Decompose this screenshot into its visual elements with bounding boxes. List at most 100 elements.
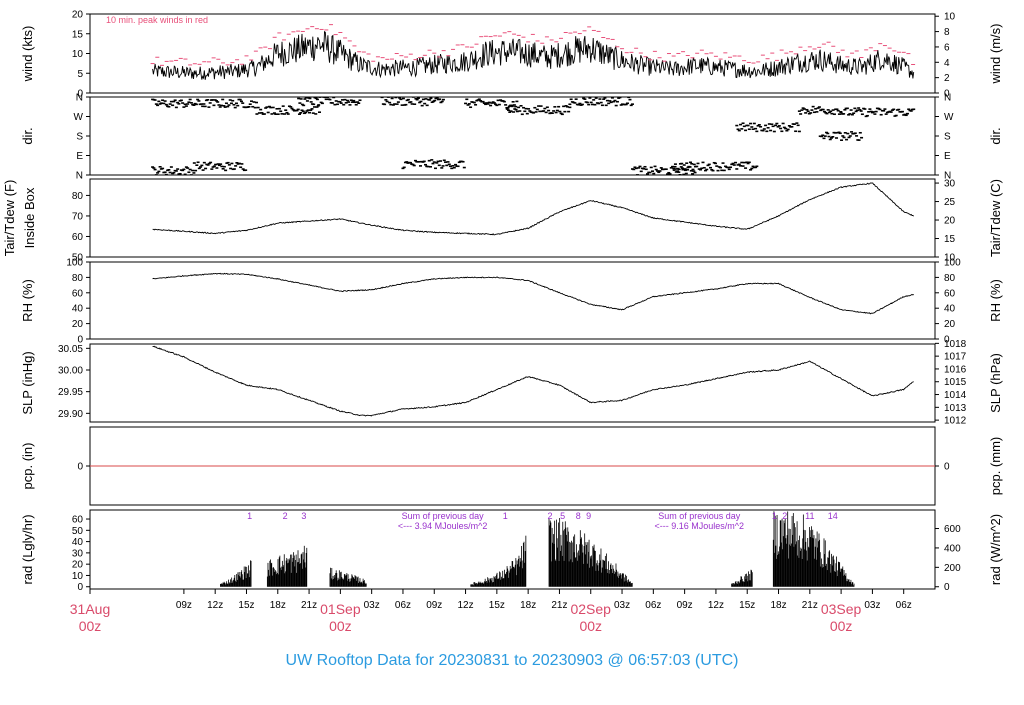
time-tick-label: 15z [238,600,254,611]
right-tick-label: 200 [944,563,961,574]
time-tick-label: 21z [802,600,818,611]
right-tick-label: 0 [944,582,950,593]
ylabel-left: pcp. (in) [20,443,35,490]
time-tick-label: 06z [896,600,912,611]
time-tick-label: 09z [677,600,693,611]
day-zulu-label: 00z [329,618,352,634]
ylabel-left: wind (kts) [20,26,35,83]
time-tick-label: 21z [551,600,567,611]
right-tick-label: 100 [944,258,961,269]
left-tick-label: 60 [72,232,84,243]
left-tick-label: 80 [72,273,84,284]
left-tick-label: 70 [72,211,84,222]
wind-annotation: 10 min. peak winds in red [106,15,208,25]
slp-line [152,345,914,417]
left-tick-label: 10 [72,571,84,582]
left-tick-label: 20 [72,560,84,571]
time-tick-label: 03z [364,600,380,611]
left-tick-label: 20 [72,319,84,330]
time-tick-label: 03z [864,600,880,611]
rad-hour-marker: 1 [503,511,508,521]
left-tick-label: 50 [72,253,84,264]
ylabel-left: rad (Lgly/hr) [20,514,35,584]
plot-area-wind [150,24,916,80]
right-tick-label: E [944,151,951,162]
panel-pcp: 0 0 pcp. (in) pcp. (mm) [20,426,1003,506]
day-zulu-label: 00z [830,618,853,634]
right-tick-label: 0 [944,89,950,100]
ylabel-right: rad (W/m^2) [988,514,1003,585]
wind-speed-line [152,30,915,80]
ylabel-left: dir. [20,127,35,144]
rad-hour-marker: 2 [283,511,288,521]
right-tick-label: 1012 [944,416,967,427]
rad-hour-marker: 1 [772,511,777,521]
left-tick-label: 100 [66,258,83,269]
rad-hour-marker: 1 [247,511,252,521]
rad-hour-marker: 2 [548,511,553,521]
day-date-label: 01Sep [320,601,361,617]
left-tick-label: 40 [72,304,84,315]
rad-hour-marker: 3 [301,511,306,521]
time-tick-label: 09z [176,600,192,611]
panel-rh: 0 20 40 60 80 100 0 20 40 60 80 100 RH (%) RH (%) [20,258,1003,346]
rad-hour-marker: 8 [576,511,581,521]
left-tick-label: W [74,112,84,123]
day-date-label: 03Sep [821,601,862,617]
ylabel-right: Tair/Tdew (C) [988,179,1003,257]
left-tick-label: 30.00 [58,366,83,377]
left-tick-label: 5 [77,69,83,80]
left-tick-label: N [76,171,83,182]
time-tick-label: 18z [520,600,536,611]
right-tick-label: 1017 [944,352,967,363]
ylabel-right: SLP (hPa) [988,353,1003,413]
right-tick-label: W [944,112,954,123]
ylabel-right: wind (m/s) [988,24,1003,85]
time-tick-label: 12z [207,600,223,611]
ylabel-right: dir. [988,127,1003,144]
ylabel-left: RH (%) [20,279,35,322]
right-tick-label: 40 [944,304,956,315]
left-tick-label: 29.90 [58,409,83,420]
right-tick-label: 25 [944,197,956,208]
right-tick-label: 1014 [944,390,967,401]
day-zulu-label: 00z [79,618,102,634]
plot-area-slp [152,345,914,417]
right-tick-label: 1013 [944,403,967,414]
right-tick-label: 4 [944,58,950,69]
right-tick-label: 0 [944,462,950,473]
panel-tair: 50 60 70 80 10 15 20 25 30 Tair/Tdew (F) Inside Bo… [2,178,1003,264]
left-tick-label: 0 [77,335,83,346]
plot-area-tair [152,182,914,236]
right-tick-label: 20 [944,319,956,330]
right-tick-label: 1018 [944,339,967,350]
rad-hour-marker: 11 [805,511,814,521]
time-tick-label: 12z [708,600,724,611]
right-tick-label: N [944,93,951,104]
plot-area-dir [151,97,916,175]
left-tick-label: 0 [77,582,83,593]
left-tick-label: 30 [72,548,84,559]
footer-title: UW Rooftop Data for 20230831 to 20230903… [286,652,739,669]
right-tick-label: 1015 [944,377,967,388]
right-tick-label: 15 [944,234,956,245]
left-tick-label: 0 [77,89,83,100]
day-zulu-label: 00z [579,618,602,634]
panel-frame-slp [89,343,936,423]
panel-wind: 0 5 10 15 20 0 2 4 6 8 10 wind (kts) wind (m/s) 10 mi… [20,10,1003,100]
time-tick-label: 21z [301,600,317,611]
time-tick-label: 12z [457,600,473,611]
left-tick-label: 60 [72,288,84,299]
ylabel-right: RH (%) [988,279,1003,322]
right-tick-label: S [944,132,951,143]
ylabel-left: SLP (inHg) [20,351,35,414]
rad-sum-annotation: <--- 3.94 MJoules/m^2 [398,521,488,531]
right-tick-label: 60 [944,288,956,299]
left-tick-label: 50 [72,526,84,537]
day-date-label: 31Aug [70,601,110,617]
